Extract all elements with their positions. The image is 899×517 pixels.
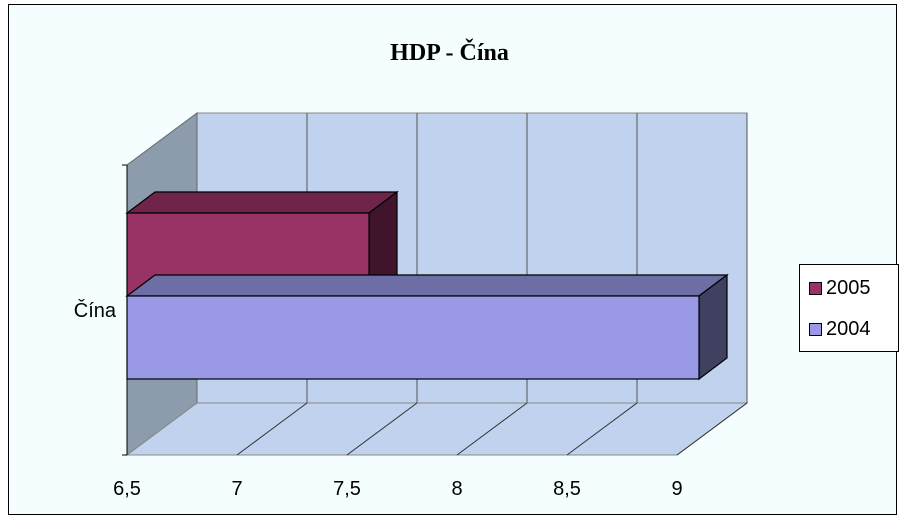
- legend-swatch-2005: [809, 281, 822, 295]
- category-labels: Čína: [74, 299, 117, 322]
- floor-gridline: [346, 402, 418, 456]
- floor-gridline: [236, 402, 308, 456]
- legend-item-2005: 2005: [809, 276, 871, 300]
- x-tick-labels: 6,5 7 7,5 8 8,5 9: [113, 478, 682, 500]
- legend-label-2005: 2005: [826, 276, 871, 299]
- legend-label-2004: 2004: [826, 317, 871, 340]
- bar-top-2005: [125, 191, 399, 214]
- x-tick-label: 8,5: [553, 478, 581, 500]
- bars: [125, 190, 729, 381]
- floor: [125, 402, 749, 456]
- bar-front-2004: [126, 295, 700, 380]
- x-tick-label: 9: [671, 478, 682, 500]
- axes: [122, 164, 128, 456]
- bar-top-2004: [125, 274, 729, 297]
- legend-item-2004: 2004: [809, 317, 871, 341]
- floor-gridline: [566, 402, 638, 456]
- category-label: Čína: [74, 299, 117, 322]
- legend-swatch-2004: [809, 322, 822, 336]
- x-tick-label: 7: [231, 478, 242, 500]
- chart-title: HDP - Čína: [390, 40, 509, 66]
- x-tick-label: 8: [451, 478, 462, 500]
- x-tick-label: 6,5: [113, 478, 141, 500]
- legend: 2005 2004: [799, 264, 899, 352]
- bar-2004: [125, 273, 729, 381]
- floor-gridline: [676, 402, 748, 456]
- x-tick-label: 7,5: [333, 478, 361, 500]
- floor-gridline: [456, 402, 528, 456]
